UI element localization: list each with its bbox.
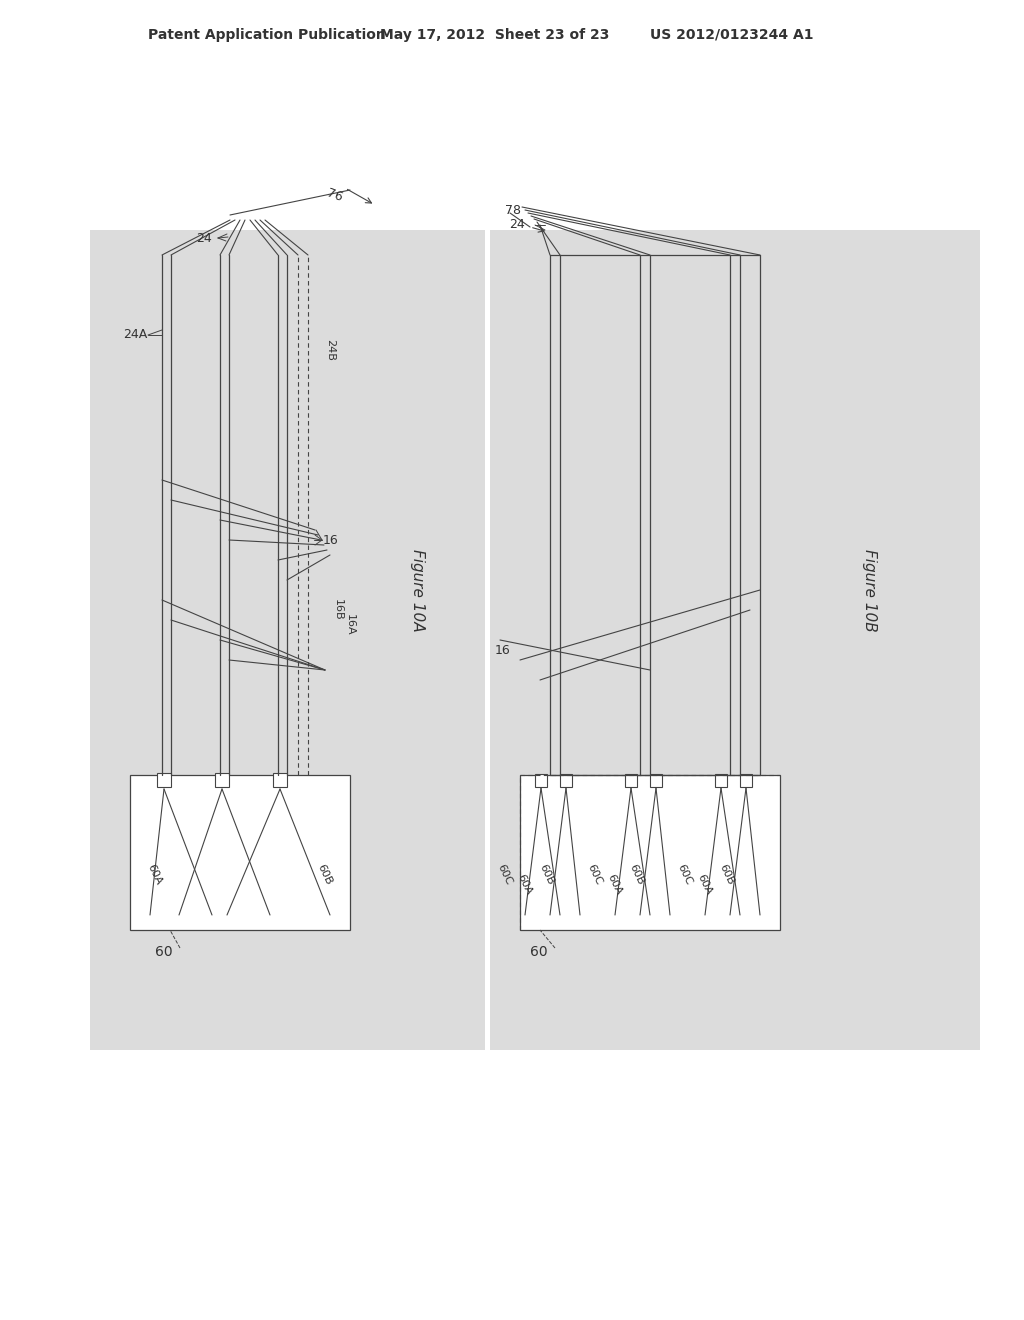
Bar [535,774,547,787]
Text: Figure 10B: Figure 10B [862,549,878,631]
Text: 60B: 60B [315,863,334,887]
Text: 60C: 60C [496,863,514,887]
Bar [740,774,752,787]
Text: 60C: 60C [586,863,604,887]
Text: Figure 10A: Figure 10A [411,549,426,631]
Text: 24: 24 [197,231,212,244]
Text: 60B: 60B [538,863,556,887]
Text: Patent Application Publication: Patent Application Publication [148,28,386,42]
Text: 60A: 60A [696,873,714,896]
Text: 60C: 60C [676,863,694,887]
Bar [215,774,229,787]
Bar [650,774,662,787]
Text: 24: 24 [509,219,525,231]
Text: May 17, 2012  Sheet 23 of 23: May 17, 2012 Sheet 23 of 23 [380,28,609,42]
Bar [490,230,980,1049]
Bar [273,774,287,787]
Text: 60A: 60A [606,873,624,896]
Text: 60A: 60A [145,863,164,887]
Bar [625,774,637,787]
Bar [520,775,780,931]
Text: 16: 16 [323,533,339,546]
Bar [715,774,727,787]
Bar [90,230,485,1049]
Text: 24B: 24B [325,339,335,360]
Text: 16A: 16A [345,614,355,636]
Bar [130,775,350,931]
Text: 76: 76 [326,186,345,203]
Bar [157,774,171,787]
Text: 60A: 60A [516,873,535,896]
Text: 60: 60 [530,945,548,960]
Text: 24A: 24A [123,329,147,342]
Text: 16B: 16B [333,599,343,620]
Text: US 2012/0123244 A1: US 2012/0123244 A1 [650,28,813,42]
Text: 60B: 60B [628,863,646,887]
Text: 60: 60 [155,945,173,960]
Text: 60B: 60B [718,863,736,887]
Bar [560,774,572,787]
Text: 78: 78 [505,203,521,216]
Text: 16: 16 [495,644,510,656]
